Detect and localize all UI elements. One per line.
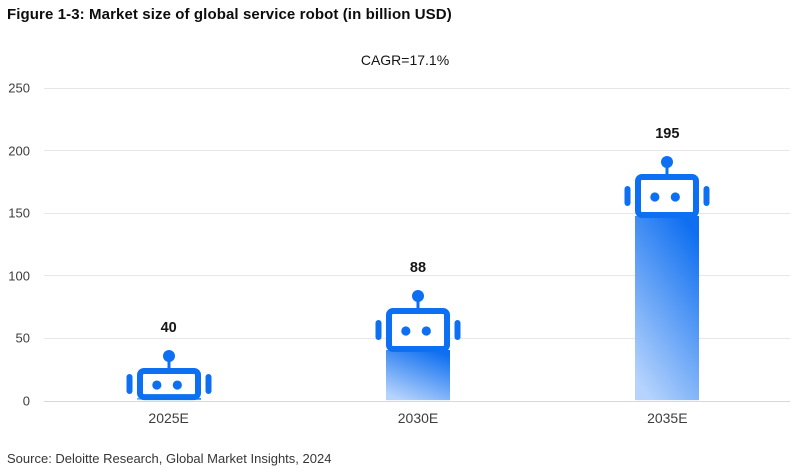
value-label: 195 — [655, 125, 680, 142]
bar-2030E — [375, 290, 461, 401]
bar-2035E — [624, 156, 710, 401]
gridline-0 — [44, 400, 790, 402]
figure-title: Figure 1-3: Market size of global servic… — [7, 6, 452, 23]
robot-antenna-stem — [665, 165, 669, 176]
robot-icon — [624, 156, 710, 401]
robot-eye-right — [172, 380, 182, 390]
robot-antenna-stem — [167, 359, 171, 370]
value-label: 40 — [160, 319, 177, 336]
robot-ear-right — [703, 186, 710, 206]
robot-head — [386, 308, 450, 352]
x-tick-label: 2025E — [148, 410, 189, 426]
gridline-250 — [44, 87, 790, 89]
bar-body — [635, 216, 700, 401]
robot-eye-left — [650, 192, 660, 202]
robot-antenna-ball — [412, 290, 424, 302]
y-tick-label: 250 — [8, 80, 30, 96]
robot-eye-left — [151, 380, 162, 390]
robot-antenna-ball — [162, 350, 175, 362]
gridline-200 — [44, 150, 790, 152]
robot-head — [635, 174, 700, 218]
robot-antenna-ball — [661, 156, 674, 168]
cagr-annotation: CAGR=17.1% — [360, 52, 450, 68]
value-label: 88 — [409, 259, 427, 276]
robot-ear-right — [454, 320, 461, 340]
source-note: Source: Deloitte Research, Global Market… — [7, 451, 332, 466]
y-tick-label: 50 — [15, 330, 30, 346]
gridline-100 — [44, 275, 790, 277]
bar-chart-plot-area: 0 50 100 150 200 250 40 2025E 88 2030E 195 2035E — [8, 81, 792, 426]
robot-antenna-stem — [416, 299, 420, 310]
robot-icon — [126, 350, 212, 401]
y-tick-label: 200 — [8, 143, 30, 159]
y-tick-label: 0 — [22, 393, 30, 409]
bar-2025E — [126, 350, 212, 401]
y-tick-label: 100 — [8, 268, 30, 284]
gridline-150 — [44, 212, 790, 214]
y-tick-label: 150 — [8, 205, 30, 221]
robot-ear-left — [375, 320, 382, 340]
robot-ear-left — [624, 186, 631, 206]
robot-head — [136, 368, 201, 401]
robot-ear-left — [126, 374, 133, 395]
robot-icon — [375, 290, 461, 401]
robot-ear-right — [205, 374, 212, 395]
x-tick-label: 2030E — [397, 410, 439, 426]
x-tick-label: 2035E — [647, 410, 688, 426]
robot-eye-left — [401, 326, 411, 336]
robot-eye-right — [671, 192, 681, 202]
bar-body — [386, 350, 450, 401]
robot-eye-right — [421, 326, 431, 336]
